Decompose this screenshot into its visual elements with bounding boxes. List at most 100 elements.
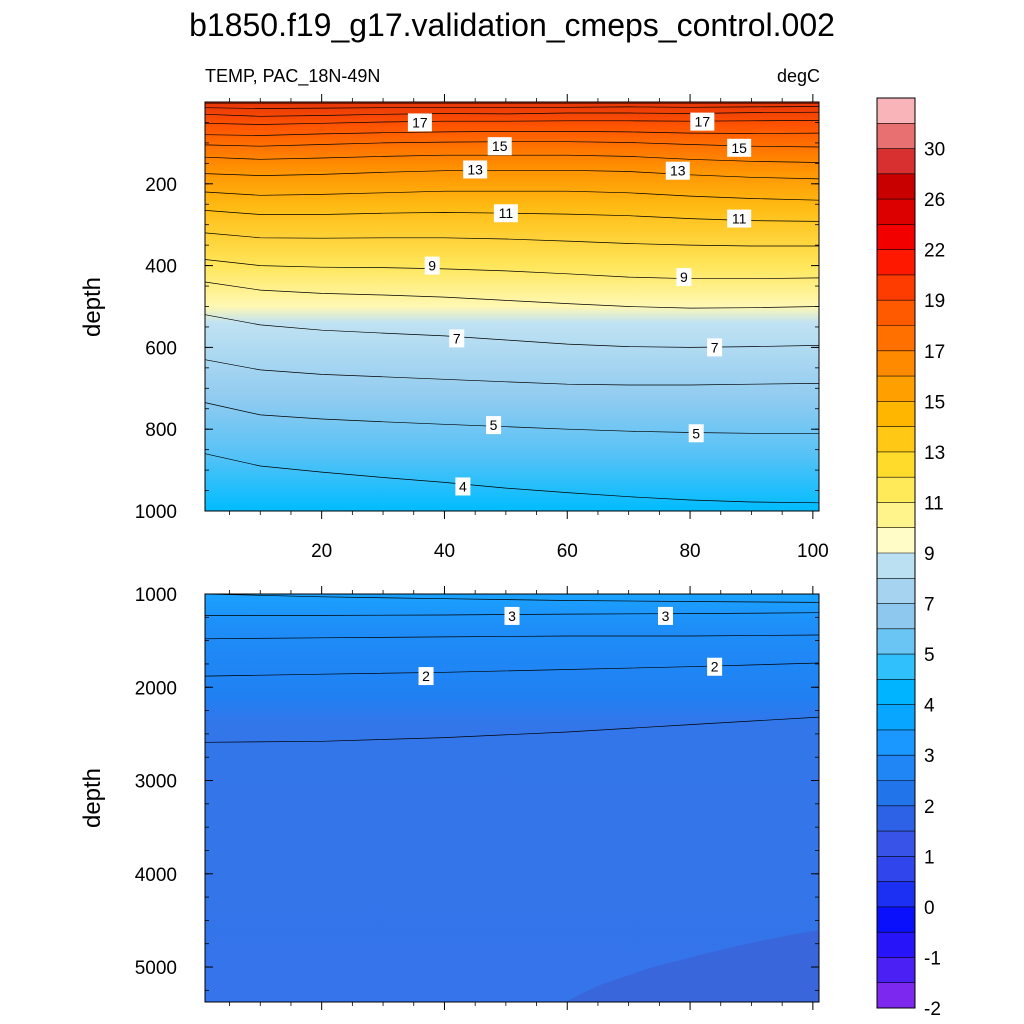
colorbar-swatch xyxy=(877,932,915,958)
contour-label: 11 xyxy=(727,209,752,228)
x-tick-label: 80 xyxy=(679,541,700,562)
contour-label-text: 17 xyxy=(695,114,711,130)
contour-label-text: 5 xyxy=(692,425,700,441)
contour-label-text: 7 xyxy=(711,339,719,355)
contour-label: 11 xyxy=(493,204,518,223)
contour-label-box xyxy=(727,209,752,228)
contour-line-5 xyxy=(204,402,819,434)
contour-label: 15 xyxy=(727,138,752,157)
contour-line-12 xyxy=(204,190,820,201)
contour-label: 15 xyxy=(487,137,512,156)
contour-label-text: 15 xyxy=(731,140,747,156)
contour-label-box xyxy=(493,204,518,223)
contour-line-16 xyxy=(204,131,820,136)
colorbar-swatch xyxy=(877,553,915,579)
contour-label-text: 15 xyxy=(492,138,508,154)
colorbar-swatch xyxy=(877,654,915,680)
deep-cold-region xyxy=(565,930,819,1002)
contour-label-box xyxy=(463,160,488,179)
colorbar-label: 19 xyxy=(924,291,945,312)
colorbar-swatch xyxy=(877,679,915,705)
contour-label-text: 2 xyxy=(711,659,719,675)
contour-line-1.5 xyxy=(204,716,820,743)
contour-label-text: 17 xyxy=(412,114,428,130)
lower-panel-frame xyxy=(204,593,820,1003)
colorbar-label: 11 xyxy=(924,493,944,514)
contour-label-box xyxy=(407,113,432,132)
colorbar-label: 7 xyxy=(924,595,935,616)
contour-label-text: 13 xyxy=(670,163,686,179)
colorbar-swatch xyxy=(877,451,915,478)
colorbar-swatch xyxy=(877,123,915,149)
contour-label-text: 3 xyxy=(508,608,516,624)
contour-line-4 xyxy=(204,593,820,603)
colorbar-label: 3 xyxy=(924,746,935,767)
contour-label: 17 xyxy=(407,113,432,132)
colorbar-label: 0 xyxy=(924,898,935,919)
contour-label: 13 xyxy=(665,161,690,180)
colorbar-label: 2 xyxy=(924,797,935,818)
contour-label-text: 3 xyxy=(662,608,670,624)
lower-depth-panel: 3 3 2 2 1000 2000 3000 4000 5000 depth xyxy=(79,585,820,1010)
colorbar-label: 5 xyxy=(924,645,935,666)
contour-label: 5 xyxy=(688,424,704,443)
contour-line-19 xyxy=(204,106,820,109)
y-tick-label: 800 xyxy=(145,420,177,441)
figure-title: b1850.f19_g17.validation_cmeps_control.0… xyxy=(189,7,835,43)
colorbar-swatch xyxy=(877,401,915,427)
colorbar-label: 4 xyxy=(924,696,935,717)
colorbar-swatch xyxy=(877,603,915,630)
y-tick-label: 1000 xyxy=(135,502,177,523)
contour-label-box xyxy=(504,606,520,625)
colorbar-swatch xyxy=(877,199,915,225)
colorbar-frame xyxy=(876,97,916,1009)
contour-label-box xyxy=(487,137,512,156)
contour-line-9 xyxy=(204,259,820,280)
contour-label: 7 xyxy=(707,338,723,357)
colorbar-swatch xyxy=(877,173,915,200)
contour-label: 5 xyxy=(486,416,502,435)
contour-label-text: 9 xyxy=(680,269,688,285)
colorbar-swatch xyxy=(877,325,915,352)
y-tick-label: 2000 xyxy=(135,678,177,699)
colorbar-swatch xyxy=(877,98,915,124)
colorbar-swatch xyxy=(877,957,915,984)
colorbar-swatch xyxy=(877,906,915,933)
contour-label-box xyxy=(707,338,723,357)
contour-label-box xyxy=(455,477,471,496)
colorbar-swatch xyxy=(877,881,915,908)
contour-label-text: 9 xyxy=(428,258,436,274)
lower-depth-axis-label: depth xyxy=(79,768,106,828)
colorbar-swatch xyxy=(877,780,915,807)
colorbar-swatch xyxy=(877,527,915,554)
y-tick-label: 3000 xyxy=(135,772,177,793)
contour-label-box xyxy=(690,112,715,131)
contour-label-box xyxy=(449,329,465,348)
colorbar-swatch xyxy=(877,578,915,604)
y-tick-label: 5000 xyxy=(135,958,177,979)
y-tick-label: 600 xyxy=(145,338,177,359)
x-tick-label: 40 xyxy=(434,541,455,562)
upper-panel-fill xyxy=(205,102,819,511)
colorbar-swatch xyxy=(877,300,915,326)
contour-label-box xyxy=(707,657,723,676)
contour-label: 2 xyxy=(418,667,434,686)
contour-label: 3 xyxy=(504,606,520,625)
colorbar-swatch xyxy=(877,755,915,781)
upper-depth-axis-label: depth xyxy=(79,277,106,337)
colorbar-label: 22 xyxy=(924,241,945,262)
colorbar-swatch xyxy=(877,502,915,529)
contour-label-text: 4 xyxy=(459,478,467,494)
units-subtitle: degC xyxy=(777,66,820,86)
colorbar-swatch xyxy=(877,274,915,301)
colorbar-swatch xyxy=(877,350,915,377)
x-tick-label: 60 xyxy=(557,541,578,562)
colorbar-swatch xyxy=(877,249,915,276)
contour-label-text: 2 xyxy=(422,668,430,684)
colorbar-swatch xyxy=(877,704,915,731)
upper-depth-panel: 17 17 15 15 13 13 11 11 9 9 7 7 5 5 4 200 400 600 800 1000… xyxy=(79,94,829,562)
x-tick-label: 100 xyxy=(797,541,829,562)
contour-label-box xyxy=(676,268,692,287)
contour-label-text: 11 xyxy=(732,211,747,227)
